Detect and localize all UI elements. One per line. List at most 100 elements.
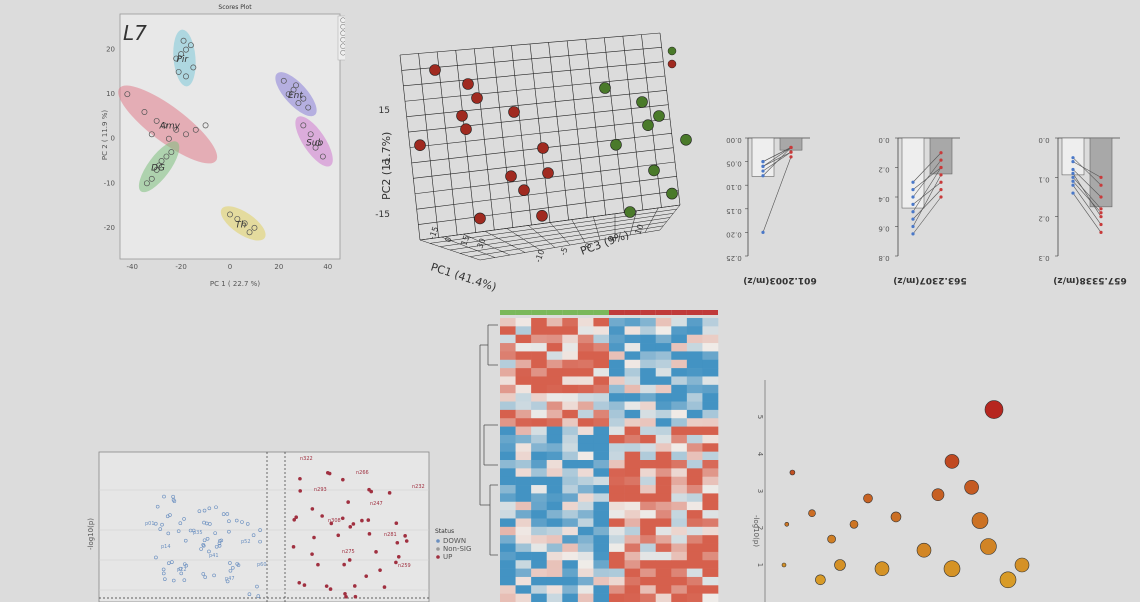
heatmap-cell [577,485,594,494]
heatmap-cell [671,376,688,386]
volcano-point-up [320,514,324,518]
volcano-legend-entry: DOWN [443,537,466,545]
heatmap-cell [500,518,516,528]
volcano-label-down: p47 [225,576,235,582]
heatmap-cell [624,460,641,469]
heatmap-cell [686,576,703,586]
paired-line [762,147,792,167]
paired-point [939,173,943,177]
heatmap-cell [562,510,579,519]
paired-label: 657.5338(m/z) [1053,275,1126,285]
scores-point [307,131,314,138]
heatmap-cell [531,426,548,436]
scores-x-tick: -40 [127,263,138,271]
volcano-point-down [197,509,202,513]
heatmap-cell [562,368,579,377]
pca-point [505,170,517,182]
scores-point [241,220,248,227]
heatmap-cell [609,451,625,461]
heatmap-cell [593,576,610,586]
heatmap-cell [686,334,703,344]
heatmap-cell [609,485,625,494]
heatmap-cell [562,409,579,419]
paired-line [762,151,792,167]
volcano-point-down [201,542,206,547]
volcano-point-down [178,521,183,526]
heatmap-cell [593,593,610,602]
heatmap-cell [655,468,672,478]
heatmap-cell [609,409,625,419]
heatmap-cell [702,560,719,569]
bubble-point [971,512,989,529]
heatmap-cell [640,426,657,436]
heatmap-cell [702,451,719,461]
paired-point [939,165,943,170]
heatmap-cell [562,535,579,544]
heatmap-cell [593,326,610,336]
scores-y-tick: 20 [106,46,115,54]
scores-point [285,91,292,98]
pca-point [610,139,622,151]
heatmap-cell [640,368,657,377]
heatmap-cell [671,593,688,602]
heatmap-cell [531,434,548,444]
volcano-point-down [227,519,231,524]
pca-point [648,164,660,177]
heatmap-group-bar [546,310,563,315]
heatmap-cell [531,401,548,411]
heatmap-group-bar [671,310,687,315]
heatmap-cell [624,343,641,352]
heatmap-cell [671,543,688,553]
heatmap-cell [702,418,719,427]
heatmap-cell [593,434,610,444]
heatmap-cell [609,443,625,452]
paired-plot: 0.00 0.05 0.10 0.15 0.20 0.25 601.2003(m/z) [726,136,816,285]
pca-point [653,110,665,122]
heatmap-cell [686,460,703,469]
volcano-label-up: n259 [398,563,411,569]
heatmap-cell [515,585,532,594]
volcano-point-down [225,579,230,584]
heatmap-cell [577,409,594,419]
heatmap-cell [577,351,594,361]
scores-point [246,229,253,236]
scores-point [183,131,189,138]
heatmap-cell [562,343,579,352]
heatmap-cell [655,426,672,436]
heatmap-cell [640,409,657,419]
paired-line [762,147,792,176]
heatmap-cell [624,543,641,553]
volcano-label-up: n275 [342,549,355,555]
heatmap-group-bar [624,310,641,315]
heatmap-cell [531,551,548,561]
heatmap-cell [531,368,548,377]
volcano-point-down [183,538,188,543]
volcano-point-down [258,528,262,532]
pca-grid-line [409,118,671,148]
heatmap-cell [500,434,516,444]
heatmap-cell [655,501,672,511]
heatmap-cell [531,593,548,602]
heatmap-cell [702,551,719,561]
heatmap-cell [546,368,563,377]
heatmap-cell [609,526,625,536]
heatmap-cell [593,359,610,369]
heatmap-cell [562,418,579,427]
scores-point [173,55,180,62]
volcano-plot-area [98,451,430,602]
paired-point [1071,183,1075,187]
heatmap-cell [546,451,563,461]
heatmap-cell [686,418,703,427]
heatmap-cell [577,476,594,486]
paired-point [1099,183,1103,187]
heatmap-cell [671,368,688,377]
volcano-label-up: n232 [412,484,425,490]
paired-tick: 0.00 [726,136,742,144]
paired-point [1099,207,1103,211]
heatmap-cell [609,560,625,569]
pca-point [471,92,483,104]
heatmap-cell [515,318,532,327]
heatmap-cell [624,393,641,402]
scores-point [143,180,150,187]
heatmap-cell [624,409,641,419]
